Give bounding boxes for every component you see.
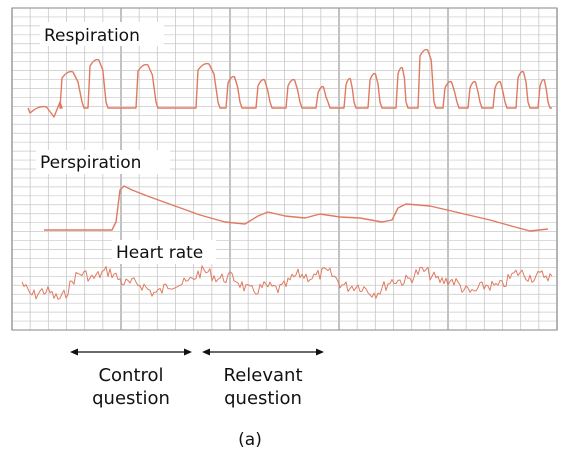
relevant-question-label-line2: question	[224, 388, 302, 409]
relevant-question-arrow	[202, 348, 324, 356]
relevant-question-label-line1: Relevant	[224, 365, 303, 386]
perspiration-trace	[44, 185, 549, 232]
figure-caption: (a)	[238, 430, 262, 450]
respiration-label: Respiration	[44, 26, 140, 46]
heart-rate-trace	[21, 265, 553, 300]
respiration-trace	[27, 48, 552, 118]
heart-rate-label: Heart rate	[116, 243, 203, 263]
control-question-arrow	[70, 348, 192, 356]
control-question-label-line1: Control	[98, 365, 163, 386]
control-question-label-line2: question	[92, 388, 170, 409]
perspiration-label: Perspiration	[40, 153, 141, 173]
